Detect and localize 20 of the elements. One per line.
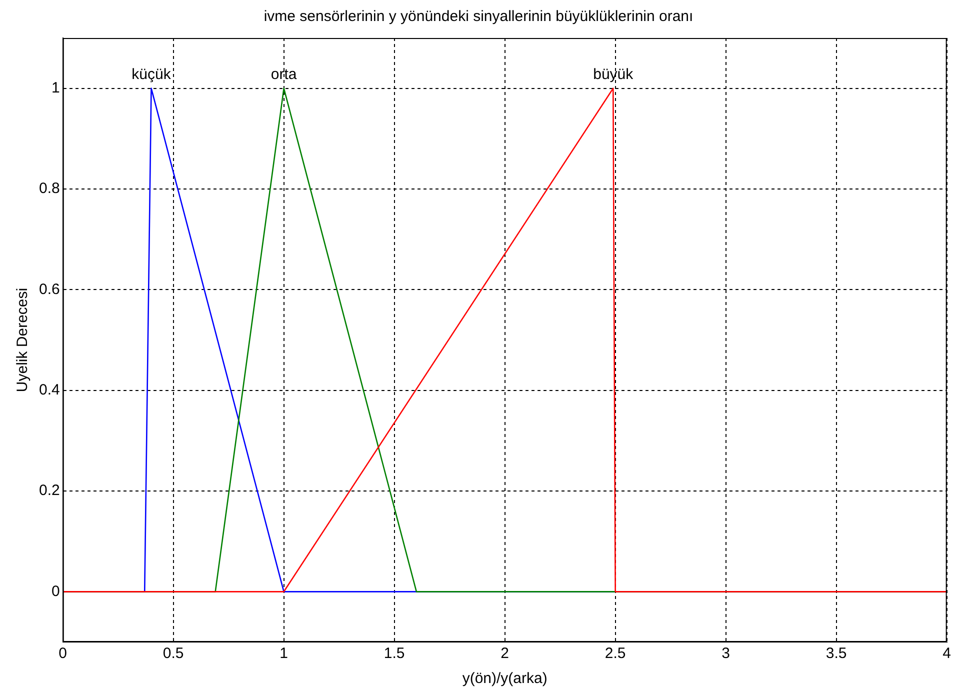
series-label: orta bbox=[270, 66, 298, 83]
x-tick-label: 0.5 bbox=[162, 645, 184, 662]
x-axis-title: y(ön)/y(arka) bbox=[462, 670, 548, 688]
y-axis-title: Uyelik Derecesi bbox=[14, 288, 32, 392]
x-tick-label: 2 bbox=[500, 645, 510, 662]
series-label: büyük bbox=[593, 66, 634, 83]
y-tick-label: 0.2 bbox=[38, 482, 60, 500]
x-tick-label: 4 bbox=[942, 645, 951, 662]
y-tick-label: 0 bbox=[52, 582, 60, 600]
chart-title: ivme sensörlerinin y yönündeki sinyallerinin büyüklüklerinin oranı bbox=[264, 8, 694, 26]
y-tick-label: 0.8 bbox=[38, 180, 60, 198]
y-tick-label: 0.4 bbox=[38, 381, 60, 398]
y-tick-label: 1 bbox=[52, 79, 60, 96]
y-tick-label: 0.6 bbox=[38, 280, 60, 298]
x-tick-label: 1.5 bbox=[384, 645, 405, 662]
x-tick-label: 2.5 bbox=[604, 645, 626, 662]
x-tick-label: 3 bbox=[722, 645, 730, 662]
series-label: küçük bbox=[132, 66, 172, 83]
x-tick-label: 1 bbox=[280, 645, 288, 662]
x-tick-label: 3.5 bbox=[826, 645, 847, 662]
